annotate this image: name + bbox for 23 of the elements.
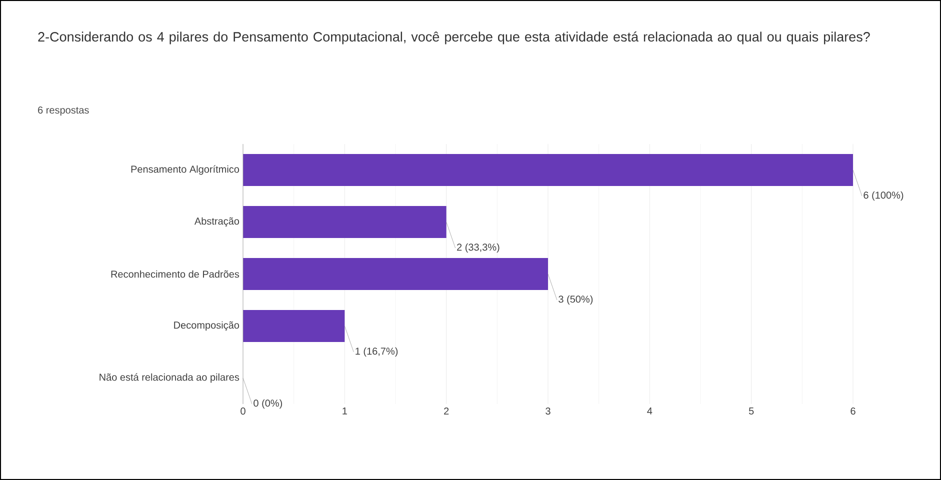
- data-label: 1 (16,7%): [356, 347, 398, 357]
- y-tick-label: Abstração: [194, 217, 240, 227]
- y-tick-label: Pensamento Algorítmico: [131, 165, 240, 175]
- x-tick-label: 2: [444, 408, 449, 415]
- x-tick-label: 1: [342, 408, 347, 414]
- x-tick-label: 3: [546, 408, 550, 415]
- bar: [243, 206, 446, 238]
- text: 6 respostas: [38, 106, 89, 116]
- bar: [243, 154, 854, 186]
- x-tick-label: 0: [240, 408, 246, 415]
- x-tick-label: 5: [748, 408, 754, 415]
- chart-title: 2-Considerando os 4 pilares do Pensamento Computacional, você percebe que esta atividade está relacionada ao qual ou quais pilares?: [38, 32, 870, 44]
- data-label: 6 (100%): [864, 191, 904, 201]
- data-label: 2 (33,3%): [457, 243, 500, 253]
- bar: [243, 310, 345, 342]
- bar: [243, 258, 548, 290]
- y-tick-label: Não está relacionada ao pilares: [100, 373, 240, 383]
- y-tick-label: Reconhecimento de Padrões: [111, 270, 240, 278]
- data-label: 3 (50%): [558, 295, 593, 305]
- x-tick-label: 4: [647, 408, 652, 414]
- y-tick-label: Decomposição: [174, 321, 240, 331]
- x-tick-label: 6: [850, 408, 856, 415]
- data-label: 0 (0%): [254, 399, 282, 409]
